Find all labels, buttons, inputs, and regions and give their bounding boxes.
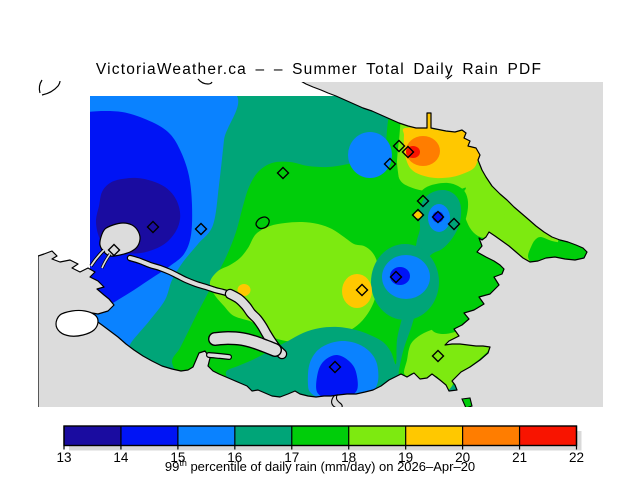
- svg-text:20: 20: [455, 450, 470, 465]
- svg-text:19: 19: [398, 450, 413, 465]
- svg-text:18: 18: [341, 450, 356, 465]
- svg-text:14: 14: [113, 450, 129, 465]
- svg-text:22: 22: [569, 450, 584, 465]
- svg-text:16: 16: [227, 450, 242, 465]
- svg-text:17: 17: [284, 450, 299, 465]
- svg-text:21: 21: [512, 450, 527, 465]
- svg-text:13: 13: [56, 450, 71, 465]
- svg-text:VictoriaWeather.ca – – Summer: VictoriaWeather.ca – – Summer Total Dail…: [96, 61, 542, 78]
- svg-text:99th percentile of daily rain: 99th percentile of daily rain (mm/day) o…: [165, 458, 475, 474]
- svg-text:15: 15: [170, 450, 185, 465]
